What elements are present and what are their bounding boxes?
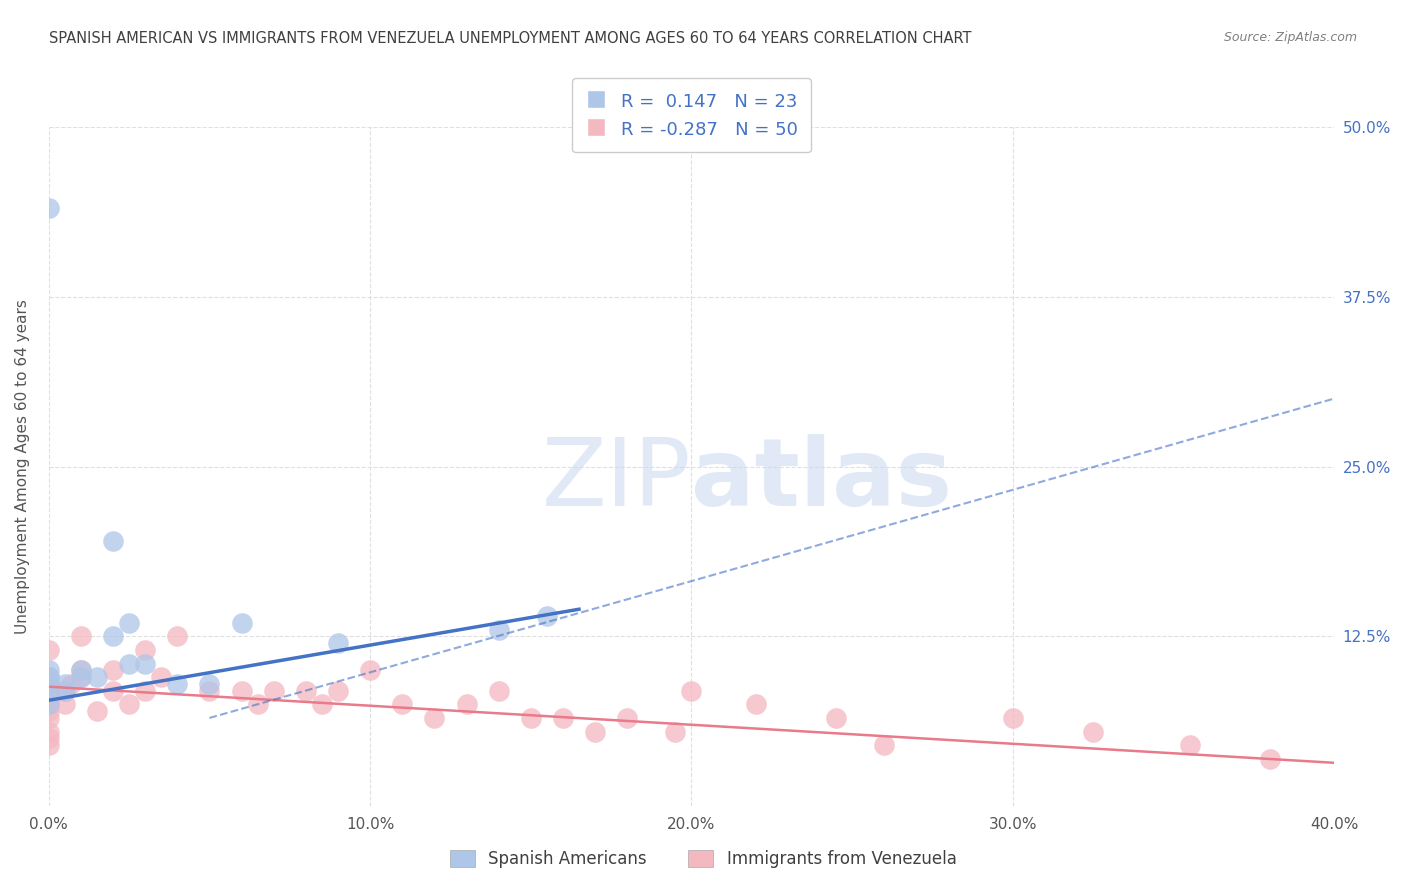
Point — [38, 202, 60, 216]
Point — [60, 677, 83, 691]
Point — [38, 724, 60, 739]
Point — [38, 677, 60, 691]
Point — [38, 664, 60, 678]
Point — [391, 698, 413, 712]
Text: ZIP: ZIP — [541, 434, 692, 526]
Point — [246, 698, 269, 712]
Point — [118, 698, 141, 712]
Point — [520, 711, 543, 725]
Point — [1001, 711, 1024, 725]
Point — [536, 609, 558, 624]
Point — [38, 698, 60, 712]
Point — [166, 629, 188, 643]
Point — [38, 738, 60, 752]
Point — [38, 711, 60, 725]
Point — [38, 677, 60, 691]
Point — [150, 670, 173, 684]
Legend: Spanish Americans, Immigrants from Venezuela: Spanish Americans, Immigrants from Venez… — [443, 843, 963, 875]
Point — [664, 724, 686, 739]
Point — [38, 670, 60, 684]
Point — [488, 683, 510, 698]
Text: SPANISH AMERICAN VS IMMIGRANTS FROM VENEZUELA UNEMPLOYMENT AMONG AGES 60 TO 64 Y: SPANISH AMERICAN VS IMMIGRANTS FROM VENE… — [49, 31, 972, 46]
Point — [86, 670, 108, 684]
Point — [118, 615, 141, 630]
Point — [231, 615, 253, 630]
Point — [326, 683, 349, 698]
Point — [423, 711, 446, 725]
Point — [38, 670, 60, 684]
Point — [873, 738, 896, 752]
Point — [53, 698, 76, 712]
Point — [198, 677, 221, 691]
Text: atlas: atlas — [692, 434, 952, 526]
Point — [38, 731, 60, 746]
Point — [231, 683, 253, 698]
Point — [456, 698, 478, 712]
Point — [118, 657, 141, 671]
Point — [311, 698, 333, 712]
Point — [263, 683, 285, 698]
Point — [681, 683, 703, 698]
Point — [326, 636, 349, 650]
Point — [825, 711, 848, 725]
Point — [101, 534, 124, 549]
Point — [38, 643, 60, 657]
Point — [745, 698, 768, 712]
Y-axis label: Unemployment Among Ages 60 to 64 years: Unemployment Among Ages 60 to 64 years — [15, 299, 30, 634]
Point — [101, 629, 124, 643]
Point — [134, 643, 156, 657]
Point — [101, 683, 124, 698]
Point — [198, 683, 221, 698]
Point — [53, 683, 76, 698]
Point — [583, 724, 606, 739]
Point — [38, 704, 60, 718]
Point — [616, 711, 638, 725]
Point — [134, 683, 156, 698]
Point — [70, 664, 93, 678]
Point — [166, 677, 188, 691]
Point — [101, 664, 124, 678]
Point — [488, 623, 510, 637]
Legend: R =  0.147   N = 23, R = -0.287   N = 50: R = 0.147 N = 23, R = -0.287 N = 50 — [572, 78, 811, 153]
Point — [70, 664, 93, 678]
Point — [359, 664, 381, 678]
Point — [53, 677, 76, 691]
Point — [38, 683, 60, 698]
Point — [70, 670, 93, 684]
Point — [38, 690, 60, 705]
Point — [38, 670, 60, 684]
Point — [1258, 752, 1281, 766]
Point — [70, 629, 93, 643]
Point — [1178, 738, 1201, 752]
Point — [551, 711, 574, 725]
Point — [295, 683, 318, 698]
Point — [38, 683, 60, 698]
Point — [38, 698, 60, 712]
Point — [70, 670, 93, 684]
Point — [86, 704, 108, 718]
Point — [1081, 724, 1104, 739]
Point — [53, 683, 76, 698]
Text: Source: ZipAtlas.com: Source: ZipAtlas.com — [1223, 31, 1357, 45]
Point — [134, 657, 156, 671]
